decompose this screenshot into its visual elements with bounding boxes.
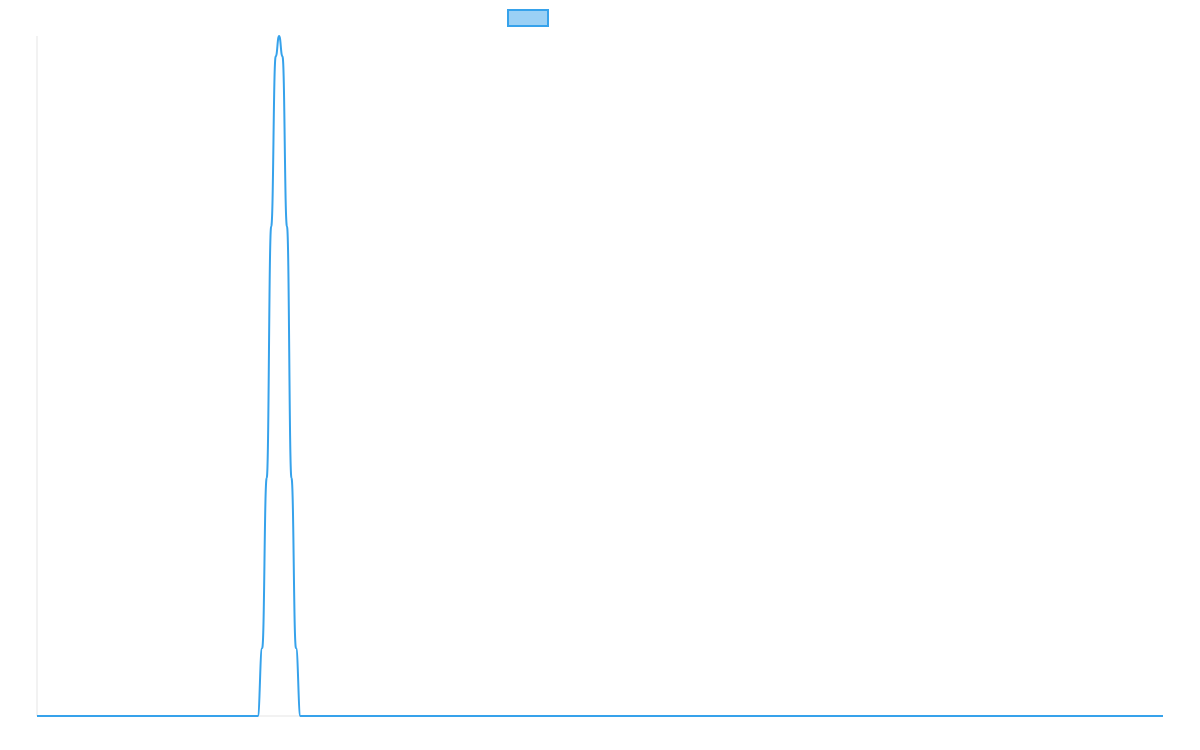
- plot-area: [37, 35, 1163, 717]
- chart-axes: [36, 36, 1163, 717]
- legend-swatch[interactable]: [507, 9, 549, 27]
- series-line: [37, 35, 1163, 717]
- chart-legend[interactable]: [507, 9, 549, 27]
